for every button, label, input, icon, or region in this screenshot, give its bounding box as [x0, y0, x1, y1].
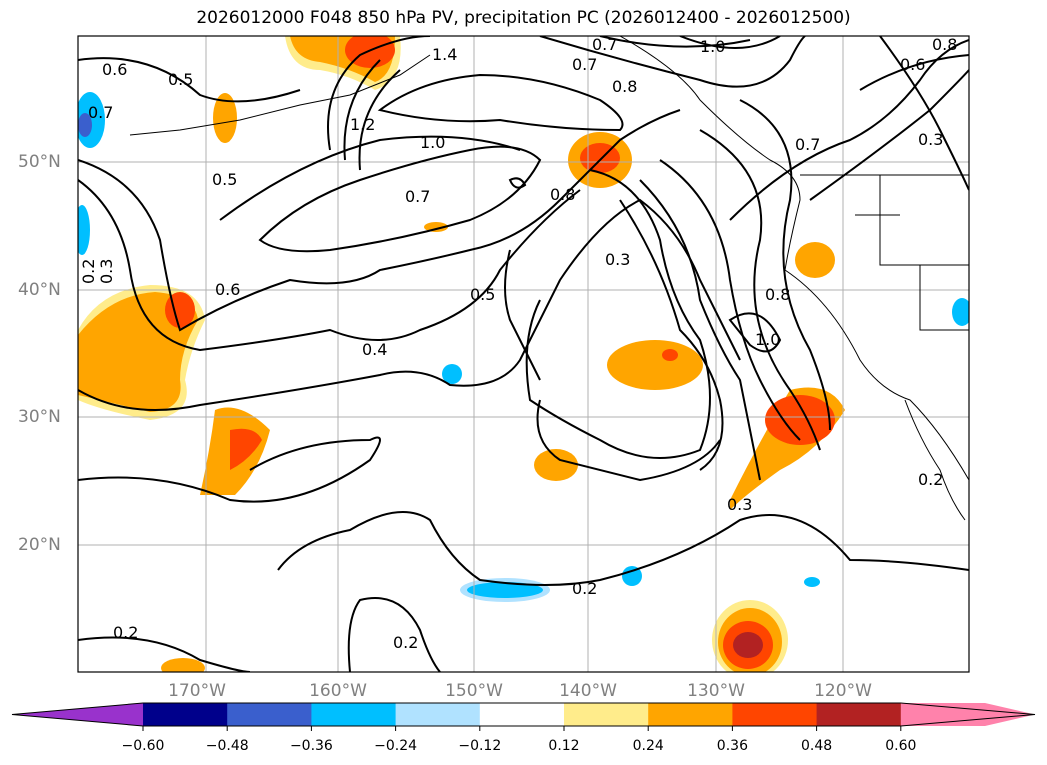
colorbar-tick-label: 0.24 — [632, 738, 664, 754]
lon-label: 150°W — [445, 681, 503, 701]
contour-label: 0.2 — [918, 470, 943, 489]
lon-label: 120°W — [814, 681, 872, 701]
contour-label: 1.0 — [755, 330, 780, 349]
colorbar-tick-label: 0.48 — [801, 738, 833, 754]
colorbar-segment — [564, 703, 649, 726]
colorbar-segment — [900, 703, 1035, 726]
contour-label: 0.7 — [572, 55, 597, 74]
lat-label: 40°N — [18, 280, 61, 300]
contour-label: 0.2 — [393, 633, 418, 652]
contour-label: 0.7 — [405, 187, 430, 206]
gridlines — [78, 36, 969, 672]
contour-label: 0.3 — [97, 259, 116, 284]
contour-label: 0.2 — [572, 579, 597, 598]
colorbar-segment — [479, 703, 565, 726]
contour-label: 0.7 — [795, 135, 820, 154]
colorbar-segment — [395, 703, 481, 726]
contour-label: 0.3 — [727, 495, 752, 514]
contour-label: 0.5 — [168, 70, 193, 89]
contour-labels: 0.6 0.5 0.7 1.4 1.2 1.0 0.7 0.6 0.7 0.8 … — [79, 35, 957, 652]
contour-label: 0.2 — [79, 259, 98, 284]
contour-label: 1.2 — [350, 115, 375, 134]
contour-label: 0.2 — [113, 623, 138, 642]
lon-label: 140°W — [559, 681, 617, 701]
lon-label: 170°W — [168, 681, 226, 701]
colorbar-tick-label: −0.36 — [289, 738, 333, 754]
contour-label: 0.5 — [212, 170, 237, 189]
lon-label: 130°W — [687, 681, 745, 701]
colorbar-tick-label: −0.48 — [205, 738, 249, 754]
colorbar-tick-label: 0.12 — [548, 738, 580, 754]
contour-label: 0.8 — [765, 285, 790, 304]
contour-label: 0.4 — [362, 340, 387, 359]
contour-label: 0.6 — [900, 55, 925, 74]
colorbar-segment — [227, 703, 312, 726]
lat-label: 50°N — [18, 152, 61, 172]
colorbar-segment — [12, 703, 143, 726]
colorbar-tick-label: −0.24 — [374, 738, 418, 754]
contour-label: 0.8 — [612, 77, 637, 96]
colorbar-segment — [143, 703, 228, 726]
contour-label: 0.8 — [550, 185, 575, 204]
colorbar-segment — [816, 703, 902, 726]
colorbar-tick-label: −0.12 — [458, 738, 502, 754]
contour-label: 0.6 — [215, 280, 240, 299]
colorbar — [11, 702, 1036, 731]
coastline — [129, 36, 969, 521]
contour-label: 0.7 — [88, 103, 113, 122]
contour-label: 0.8 — [932, 35, 957, 54]
lat-label: 20°N — [18, 535, 61, 555]
contour-label: 0.3 — [605, 250, 630, 269]
colorbar-tick-label: 0.60 — [885, 738, 917, 754]
contour-label: 1.0 — [700, 37, 725, 56]
lat-label: 30°N — [18, 407, 61, 427]
map-frame — [77, 35, 970, 673]
colorbar-segment — [648, 703, 733, 726]
colorbar-segment — [732, 703, 818, 726]
pv-contours — [78, 36, 969, 672]
contour-label: 1.4 — [432, 45, 457, 64]
contour-label: 0.7 — [592, 35, 617, 54]
contour-label: 0.6 — [102, 60, 127, 79]
contour-label: 0.3 — [918, 130, 943, 149]
colorbar-tick-label: −0.60 — [121, 738, 165, 754]
figure-title: 2026012000 F048 850 hPa PV, precipitatio… — [196, 8, 851, 28]
colorbar-tick-label: 0.36 — [716, 738, 748, 754]
contour-label: 1.0 — [420, 133, 445, 152]
lon-label: 160°W — [309, 681, 367, 701]
colorbar-segment — [311, 703, 397, 726]
contour-label: 0.5 — [470, 285, 495, 304]
